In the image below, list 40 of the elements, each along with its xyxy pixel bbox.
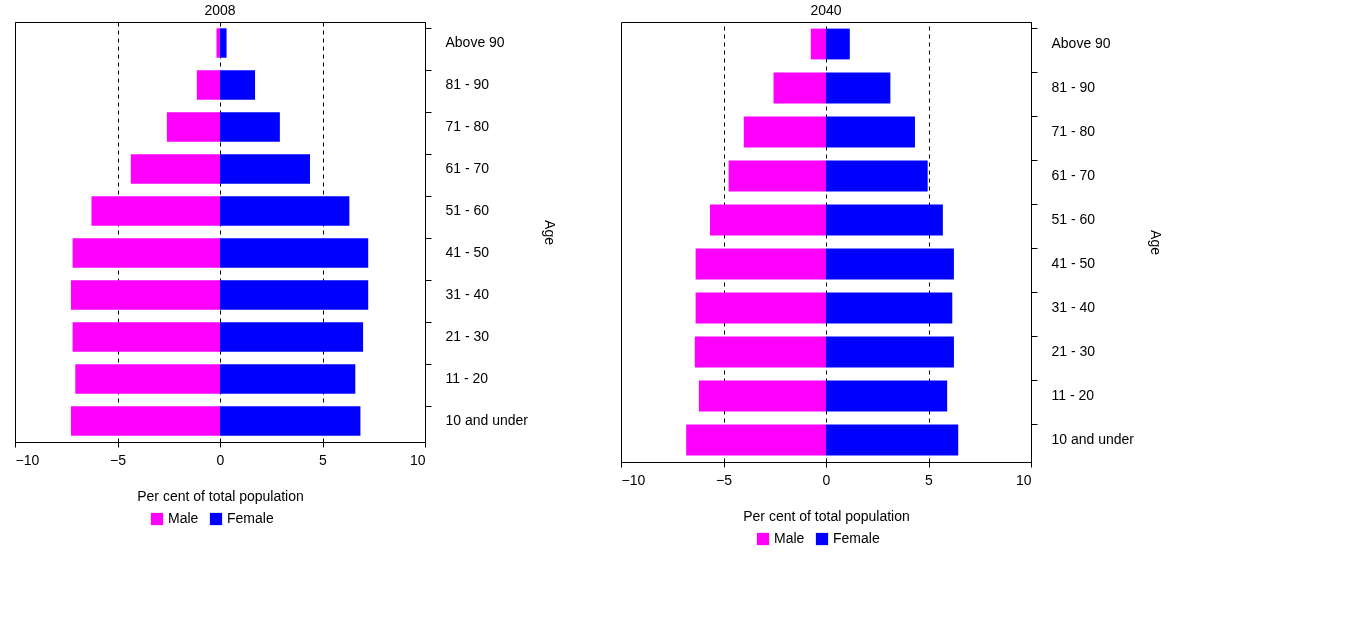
y-tick-label: 51 - 60: [1051, 211, 1096, 227]
y-tick-label: 31 - 40: [445, 286, 490, 302]
y-tick-label: Above 90: [445, 34, 505, 50]
x-tick-label: 5: [319, 451, 328, 468]
y-axis-title: Age: [542, 220, 559, 246]
chart-title: 2008: [204, 2, 236, 18]
y-axis-title: Age: [1148, 230, 1165, 256]
x-tick-label: −10: [621, 471, 646, 488]
x-tick-label: −10: [15, 451, 40, 468]
x-tick-label: 10: [409, 451, 426, 468]
y-tick-label: 61 - 70: [445, 160, 490, 176]
x-tick-label: 0: [216, 451, 225, 468]
x-tick-label: −5: [110, 451, 127, 468]
legend-label: Female: [227, 510, 274, 526]
legend-label: Male: [168, 510, 199, 526]
y-tick-label: 11 - 20: [1051, 387, 1095, 403]
legend-label: Male: [774, 530, 805, 546]
y-tick-label: 11 - 20: [445, 370, 489, 386]
y-tick-label: 10 and under: [1051, 431, 1135, 447]
y-tick-label: 21 - 30: [1051, 343, 1096, 359]
y-tick-label: 61 - 70: [1051, 167, 1096, 183]
y-tick-label: 21 - 30: [445, 328, 490, 344]
y-tick-label: 71 - 80: [1051, 123, 1096, 139]
y-tick-label: 31 - 40: [1051, 299, 1096, 315]
x-tick-label: 0: [822, 471, 831, 488]
y-tick-label: 71 - 80: [445, 118, 490, 134]
x-tick-label: 10: [1015, 471, 1032, 488]
x-axis-title: Per cent of total population: [137, 487, 304, 504]
y-tick-label: 81 - 90: [1051, 79, 1096, 95]
chart-title: 2040: [810, 2, 842, 18]
y-tick-label: 10 and under: [445, 412, 529, 428]
y-tick-label: 41 - 50: [1051, 255, 1096, 271]
legend-label: Female: [833, 530, 880, 546]
y-tick-label: 51 - 60: [445, 202, 490, 218]
x-tick-label: 5: [925, 471, 934, 488]
x-axis-title: Per cent of total population: [743, 507, 910, 524]
y-tick-label: 81 - 90: [445, 76, 490, 92]
x-tick-label: −5: [716, 471, 733, 488]
y-tick-label: Above 90: [1051, 35, 1111, 51]
y-tick-label: 41 - 50: [445, 244, 490, 260]
